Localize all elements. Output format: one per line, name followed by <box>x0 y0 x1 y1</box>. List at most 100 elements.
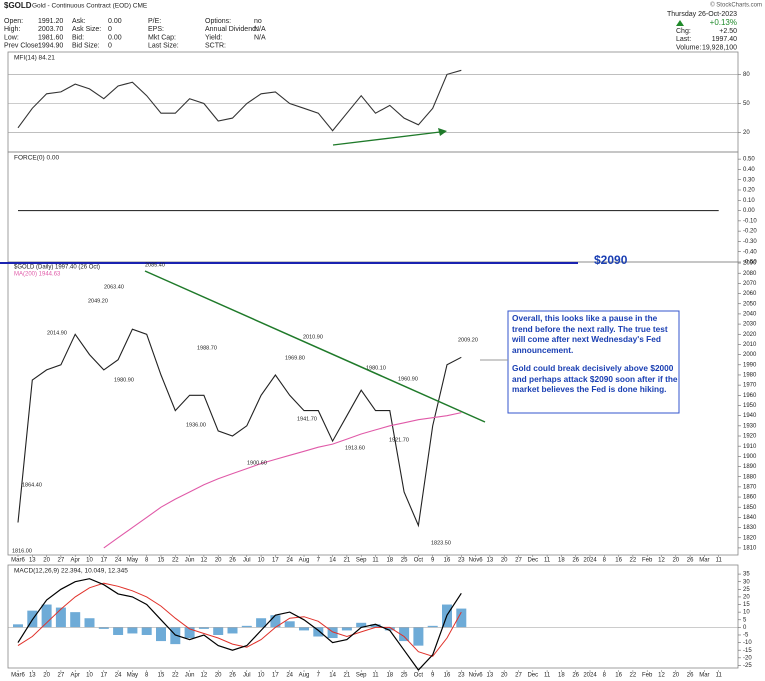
x-tick-label: 10 <box>258 673 265 679</box>
y-tick-label: 2040 <box>743 311 757 317</box>
x-tick-label: Dec <box>527 673 538 679</box>
quote-label: Annual Dividend: <box>205 26 258 33</box>
quote-value: N/A <box>254 26 266 33</box>
x-tick-label: 20 <box>672 673 679 679</box>
price-annotation: 2009.20 <box>458 337 478 343</box>
price-annotation: 1980.90 <box>114 377 134 383</box>
y-tick-label: 10 <box>743 610 750 616</box>
x-tick-label: 9 <box>431 558 435 564</box>
up-arrow <box>676 20 684 26</box>
price-annotation: 1980.10 <box>366 365 386 371</box>
y-tick-label: 2070 <box>743 281 757 287</box>
x-tick-label: Apr <box>71 673 80 679</box>
x-tick-label: 21 <box>344 673 351 679</box>
x-tick-label: 23 <box>458 673 465 679</box>
y-tick-label: 1980 <box>743 373 757 379</box>
y-tick-label: 1810 <box>743 545 757 551</box>
y-tick-label: 1840 <box>743 515 757 521</box>
x-tick-label: 2024 <box>583 673 597 679</box>
comment-border <box>507 310 680 414</box>
x-tick-label: 8 <box>145 558 149 564</box>
y-tick-label: 1910 <box>743 444 757 450</box>
stat-label: Volume: <box>676 44 701 51</box>
x-tick-label: Jun <box>185 558 195 564</box>
x-tick-label: 26 <box>572 558 579 564</box>
price-annotation: 1816.00 <box>12 548 32 554</box>
x-tick-label: 11 <box>544 558 551 564</box>
x-tick-label: Aug <box>299 558 310 564</box>
quote-value: 1994.90 <box>38 43 63 50</box>
price-annotation: 2085.40 <box>145 262 165 268</box>
histogram-bar <box>384 627 395 631</box>
x-tick-label: 2024 <box>583 558 597 564</box>
x-tick-label: 16 <box>444 558 451 564</box>
x-tick-label: Jul <box>243 558 251 564</box>
histogram-bar <box>141 627 152 635</box>
quote-label: Last Size: <box>148 43 179 50</box>
x-tick-label: 7 <box>317 558 321 564</box>
x-tick-label: 11 <box>716 673 723 679</box>
y-tick-label: 1970 <box>743 383 757 389</box>
histogram-bar <box>284 621 295 628</box>
instrument-name: Gold - Continuous Contract (EOD) CME <box>32 3 148 10</box>
histogram-bar <box>198 627 209 629</box>
y-tick-label: 15 <box>743 602 750 608</box>
x-tick-label: 27 <box>515 558 522 564</box>
y-tick-label: 1930 <box>743 423 757 429</box>
panel <box>7 261 739 556</box>
price-annotation: 1921.70 <box>389 437 409 443</box>
histogram-bar <box>356 622 367 628</box>
histogram-bar <box>98 627 109 629</box>
x-tick-label: 18 <box>386 673 393 679</box>
x-tick-label: 17 <box>272 673 279 679</box>
x-tick-label: 10 <box>86 673 93 679</box>
price-annotation: 2063.40 <box>104 284 124 290</box>
quote-label: P/E: <box>148 18 161 25</box>
x-tick-label: Mar6 <box>11 558 25 564</box>
x-tick-label: Feb <box>642 673 653 679</box>
y-tick-label: 1990 <box>743 362 757 368</box>
x-tick-label: 8 <box>145 673 149 679</box>
y-tick-label: 0 <box>743 625 747 631</box>
quote-label: EPS: <box>148 26 164 33</box>
y-tick-label: 2030 <box>743 322 757 328</box>
x-tick-label: 12 <box>201 673 208 679</box>
y-tick-label: -0.30 <box>743 239 757 245</box>
x-tick-label: 17 <box>100 673 107 679</box>
x-tick-label: May <box>127 673 138 679</box>
y-tick-label: 1860 <box>743 495 757 501</box>
x-tick-label: 27 <box>515 673 522 679</box>
x-tick-label: 15 <box>158 558 165 564</box>
divergence-arrow <box>332 131 441 146</box>
y-tick-label: 50 <box>743 101 750 107</box>
x-tick-label: 20 <box>501 673 508 679</box>
y-tick-label: -20 <box>743 655 752 661</box>
x-tick-label: May <box>127 558 138 564</box>
x-tick-label: 27 <box>58 558 65 564</box>
x-tick-label: 10 <box>86 558 93 564</box>
panel-label: MACD(12,26,9) 22.394, 10.049, 12.345 <box>14 568 128 575</box>
quote-value: N/A <box>254 34 266 41</box>
x-tick-label: 22 <box>630 558 637 564</box>
y-tick-label: 1880 <box>743 474 757 480</box>
x-tick-label: 10 <box>258 558 265 564</box>
y-tick-label: 1900 <box>743 454 757 460</box>
y-tick-label: -10 <box>743 640 752 646</box>
line <box>17 328 462 528</box>
x-tick-label: 21 <box>344 558 351 564</box>
y-tick-label: 2080 <box>743 271 757 277</box>
x-tick-label: 7 <box>317 673 321 679</box>
x-tick-label: 8 <box>603 558 607 564</box>
comment-text: Gold could break decisively above $2000 … <box>512 363 678 394</box>
quote-label: Open: <box>4 18 23 25</box>
histogram-bar <box>55 607 66 628</box>
x-tick-label: 24 <box>286 558 293 564</box>
x-tick-label: 11 <box>372 558 379 564</box>
quote-label: Prev Close: <box>4 43 40 50</box>
x-tick-label: 9 <box>431 673 435 679</box>
x-tick-label: 16 <box>444 673 451 679</box>
x-tick-label: 11 <box>372 673 379 679</box>
x-tick-label: 24 <box>286 673 293 679</box>
x-tick-label: 11 <box>544 673 551 679</box>
date: Thursday 26-Oct-2023 <box>667 11 737 18</box>
